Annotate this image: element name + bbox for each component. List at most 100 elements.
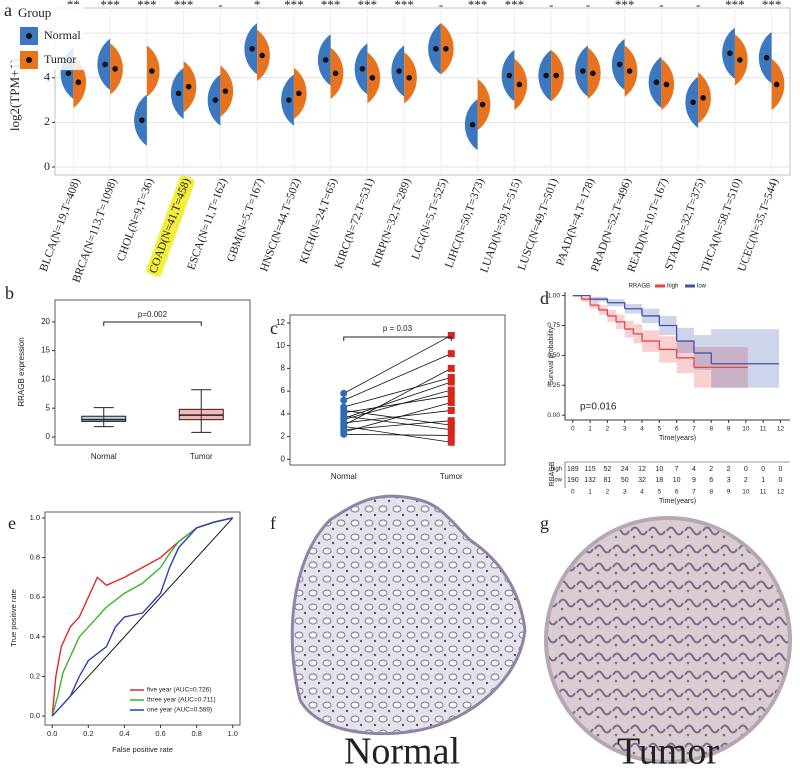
risk-count: 2 [727,466,731,473]
tumor-point [447,392,455,400]
risk-time-label: 0 [571,489,575,496]
significance-label: *** [468,0,488,12]
risk-count: 18 [655,477,663,484]
tumor-point [447,386,455,394]
significance-label: *** [321,0,341,12]
survival-step [642,340,660,350]
risk-time-label: 7 [692,489,696,496]
panel-label: e [8,513,16,533]
y-tick-label: 0.25 [547,382,560,389]
roc-curve [51,517,233,717]
x-tick-label: 4 [640,426,644,433]
x-tick-label: 0 [571,426,575,433]
legend-label: Normal [44,28,81,42]
y-tick-label: 0.2 [30,671,40,680]
median-dot [663,81,670,88]
median-dot [506,72,513,79]
panel-label: a [4,0,12,20]
survival-step [676,340,695,354]
panel-label: b [5,283,14,303]
category-label-group: READ(N=10,T=167) [626,177,671,274]
x-tick-label: CHOL(N=9,T=36) [115,177,156,263]
median-dot [763,54,770,61]
x-tick-label: LUAD(N=59,T=515) [478,177,523,275]
survival-step [572,294,591,300]
survival-step [607,302,626,309]
y-tick-label: 0 [44,159,50,173]
risk-count: 24 [621,466,629,473]
survival-step [581,298,591,306]
median-dot [469,121,476,128]
x-tick-label: READ(N=10,T=167) [626,177,671,274]
legend-label: Tumor [44,52,76,66]
panel-label: g [540,513,549,533]
tumor-point [447,406,455,414]
survival-step [659,324,678,342]
risk-time-label: 11 [760,489,767,496]
legend-label: one year (AUC=0.589) [147,707,212,714]
y-axis-label: True positive rate [9,589,18,647]
median-dot [737,57,743,63]
median-dot [443,45,449,52]
normal-point [340,406,348,414]
x-tick-label: 12 [777,426,785,433]
category-label-group: CHOL(N=9,T=36) [115,177,156,263]
risk-count: 3 [727,477,731,484]
category-label-group: HNSC(N=44,T=502) [258,177,303,274]
survival-step [616,321,626,330]
category-label-group: LUSC(N=49,T=501) [516,177,561,272]
legend-key-dot [26,57,32,63]
legend-key-dot [26,33,32,39]
x-tick-label: THCA(N=58,T=510) [699,177,744,274]
x-tick-label: KIRP(N=32,T=289) [370,177,413,269]
risk-x-label: Time(years) [659,498,696,505]
y-tick-label: 15 [41,346,50,355]
x-tick-label: 5 [658,426,662,433]
tumor-point [447,417,455,425]
survival-step [624,328,635,334]
reference-diagonal [51,517,234,717]
y-tick-label: 1.00 [547,292,560,299]
significance-label: *** [725,0,745,12]
y-tick-label: 4 [281,409,286,418]
median-dot [396,68,402,74]
y-tick-label: 8 [281,364,286,373]
annotation: p=0.016 [580,402,617,413]
plot-frame [44,511,241,726]
median-dot [700,95,706,101]
median-dot [580,68,586,74]
category-label-group: PAAD(N=4,T=178) [554,177,597,268]
median-dot [653,79,660,86]
y-tick-label: 0 [46,432,51,441]
median-dot [185,83,192,90]
risk-count: 132 [584,477,596,484]
x-tick-label: ESCA(N=11,T=162) [185,177,229,272]
tumor-point [447,426,455,434]
median-dot [65,70,72,77]
significance-label: - [218,0,222,12]
risk-count: 52 [604,466,612,473]
significance-label: * [254,0,261,12]
risk-count: 6 [709,477,713,484]
y-tick-label: 0.75 [547,322,560,329]
x-tick-label: GBM(N=5,T=167) [225,177,266,264]
survival-step [642,315,660,326]
risk-count: 0 [779,466,783,473]
risk-time-label: 5 [658,489,662,496]
risk-row-label: high [551,467,562,473]
significance-label: *** [615,0,635,12]
y-tick-label: 0.8 [30,553,40,562]
x-tick-label: 6 [675,426,679,433]
tumor-point [447,374,455,381]
risk-time-label: 3 [623,489,627,496]
significance-label: *** [100,0,120,12]
legend-label: three year (AUC=0.711) [147,697,216,704]
plot-frame [54,299,251,446]
y-axis-label: RRAGB expression [17,337,26,406]
category-label-group: BLCA(N=19,T=408) [38,177,83,274]
y-tick-label: 12 [276,318,285,327]
x-axis-label: False positive rate [112,745,173,754]
risk-count: 0 [744,466,748,473]
y-tick-label: 2 [281,432,286,441]
tumor-point [447,421,455,429]
